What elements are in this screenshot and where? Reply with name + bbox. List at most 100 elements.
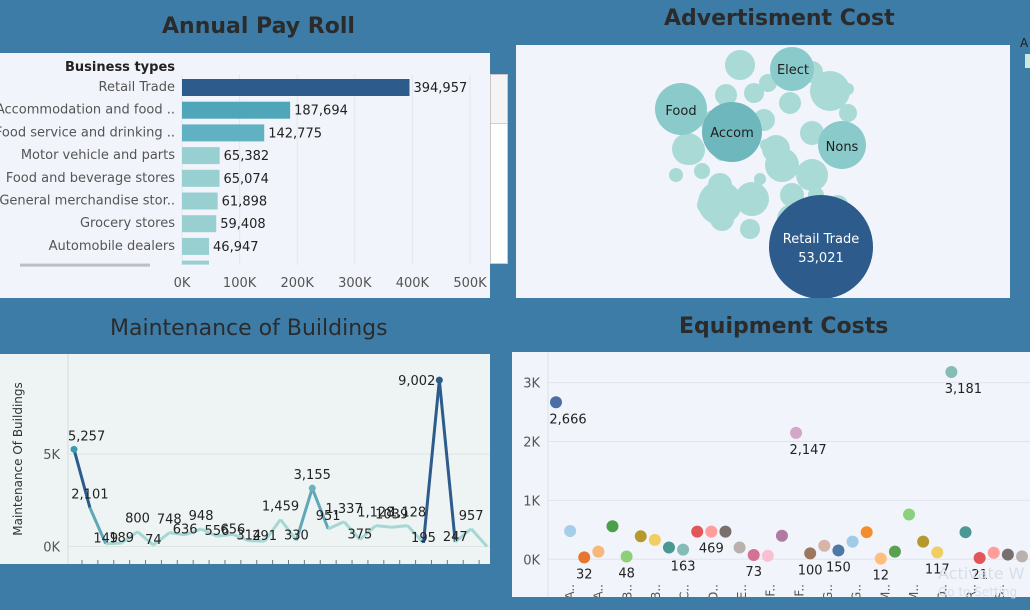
bubble	[800, 121, 824, 145]
scatter-point	[634, 530, 647, 543]
data-label: 2,147	[789, 443, 826, 458]
line-segment	[391, 524, 408, 529]
data-label: 150	[826, 560, 851, 575]
x-tick-label: F..	[792, 584, 806, 597]
x-tick-label: 100K	[223, 276, 257, 291]
scatter-point	[804, 547, 817, 560]
scatter-point	[1016, 550, 1028, 563]
x-tick-label: R..	[964, 584, 978, 597]
bubble	[694, 163, 710, 179]
data-label: 1,459	[262, 500, 299, 515]
data-label: 3,155	[294, 468, 331, 483]
data-label: 957	[459, 509, 484, 524]
bar	[182, 79, 410, 96]
line-segment	[120, 530, 139, 545]
bubble	[754, 173, 766, 185]
x-tick-label: D..	[706, 584, 720, 597]
payroll-panel: Business types 0K 100K 200K 300K 400K 500K Reta…	[0, 53, 490, 298]
bubble	[675, 135, 705, 165]
scatter-point	[719, 525, 732, 538]
bubble	[765, 148, 799, 182]
line-segment	[136, 530, 155, 547]
x-tick-label: S..	[993, 584, 1007, 597]
scatter-point	[761, 549, 774, 562]
data-label: 314	[236, 529, 261, 544]
x-tick-label: A..	[592, 584, 606, 597]
bar-value-label: 46,947	[213, 240, 259, 255]
bubble-label: Nons	[826, 140, 859, 155]
advert-panel: Retail Trade 53,021 Accom Food Elect Nons	[516, 45, 1010, 299]
payroll-scrollbar[interactable]	[490, 74, 508, 264]
bubble	[839, 104, 857, 122]
x-tick-label: C..	[678, 584, 692, 597]
data-point	[308, 484, 316, 492]
category-label: Motor vehicle and parts	[21, 148, 175, 163]
bar-value-label: 61,898	[222, 195, 268, 210]
maintenance-panel: 0K 5K Maintenance Of Buildings 5,257 2,101 14…	[0, 354, 496, 564]
advert-title: Advertisment Cost	[664, 6, 895, 31]
scrollbar-thumb[interactable]	[491, 75, 507, 124]
scatter-point	[705, 525, 718, 538]
line-segment	[406, 524, 425, 544]
data-label: 291	[252, 529, 277, 544]
bubble-label: Accom	[710, 126, 754, 141]
line-segment	[375, 524, 392, 529]
category-label: Grocery stores	[80, 216, 175, 231]
bubble	[810, 71, 850, 111]
bubble	[725, 50, 755, 80]
watermark-line2: Go to Setting	[938, 585, 1018, 599]
scatter-point	[917, 535, 930, 548]
scatter-point	[592, 545, 605, 558]
line-segment	[437, 379, 457, 543]
payroll-chart: Business types 0K 100K 200K 300K 400K 500K Reta…	[0, 60, 487, 291]
y-tick-label: 3K	[523, 377, 540, 392]
x-tick-label: F..	[764, 584, 778, 597]
line-segment	[152, 531, 171, 547]
x-tick-label: A..	[563, 584, 577, 597]
data-label: 117	[925, 562, 950, 577]
scatter-point	[987, 546, 1000, 559]
bubble	[779, 92, 801, 114]
data-label: 748	[157, 513, 182, 528]
maintenance-title: Maintenance of Buildings	[110, 316, 388, 341]
bubble	[796, 159, 828, 191]
equipment-panel: 0K 1K 2K 3K 2,666 32 48 163 469 73 2,147 100 150 12 11…	[512, 352, 1030, 602]
x-tick-label: B..	[620, 584, 634, 597]
data-label: 1,128	[357, 506, 394, 521]
scatter-point	[945, 365, 958, 378]
y-tick-label: 0K	[43, 540, 60, 555]
legend-swatch	[1025, 54, 1030, 68]
bubble-label: Food	[665, 104, 696, 119]
y-tick-label: 0K	[523, 553, 540, 568]
bubble	[698, 181, 742, 225]
x-tick-label: E..	[735, 584, 749, 597]
line-segment	[232, 532, 250, 543]
category-label: Automobile dealers	[49, 239, 176, 254]
data-label: 2,101	[71, 488, 108, 503]
data-label: 189	[109, 531, 134, 546]
data-label: 330	[284, 528, 309, 543]
bar-value-label: 65,074	[223, 172, 268, 187]
category-label: Food and beverage stores	[6, 171, 175, 186]
scatter-point	[846, 535, 859, 548]
scatter-point	[648, 533, 661, 546]
windows-watermark: Activate W Go to Setting	[938, 565, 1024, 601]
line-segment	[216, 532, 234, 538]
x-tick-label: G..	[850, 584, 864, 597]
scatter-point	[578, 551, 591, 564]
data-label: 32	[576, 567, 593, 582]
scatter-point	[550, 396, 562, 409]
scatter-point	[775, 529, 788, 542]
advert-chart: Retail Trade 53,021 Accom Food Elect Nons	[655, 47, 873, 299]
data-label: 21	[971, 568, 988, 583]
line-segment	[454, 527, 473, 544]
bar-partial	[182, 260, 209, 265]
line-segment	[327, 520, 345, 531]
bubble	[669, 168, 683, 182]
data-label: 1039	[375, 507, 408, 522]
data-label: 1,128	[389, 506, 426, 521]
data-point	[435, 376, 443, 384]
line-segment	[469, 527, 489, 548]
scatter-point	[818, 539, 831, 552]
line-segment	[184, 527, 202, 537]
